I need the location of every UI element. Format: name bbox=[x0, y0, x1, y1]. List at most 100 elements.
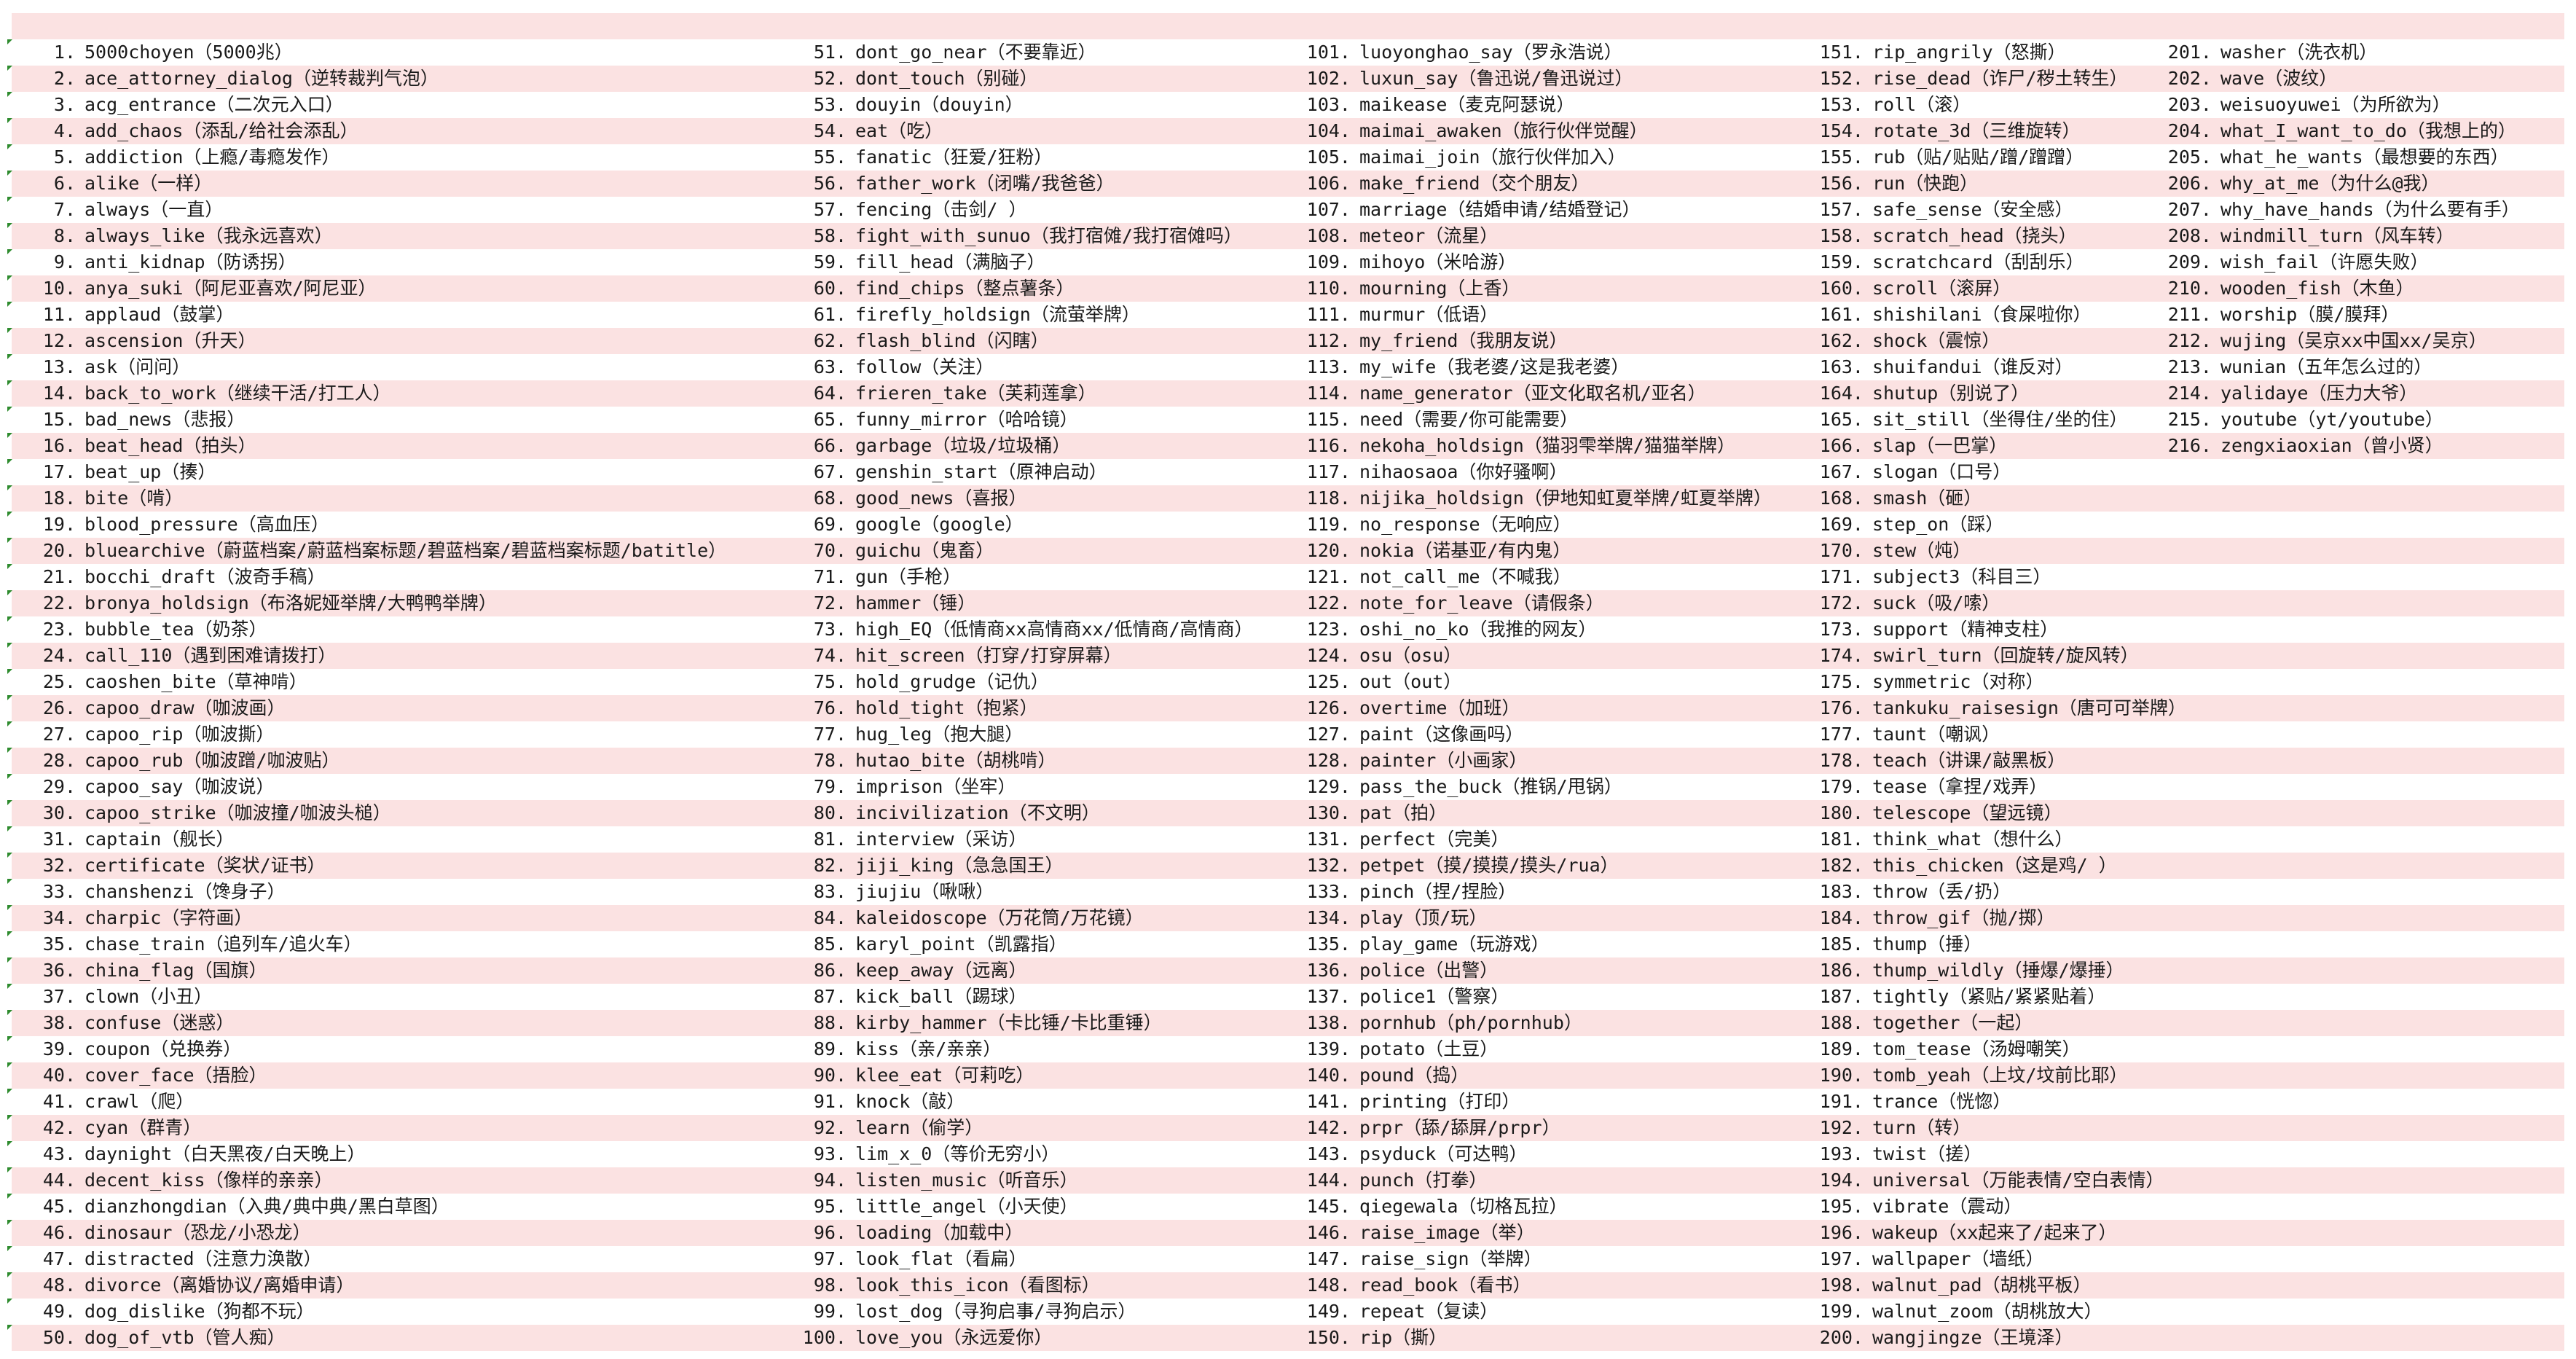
entry-text: frieren_take（芙莉莲拿） bbox=[855, 383, 1096, 404]
entry-number: 5. bbox=[53, 146, 76, 168]
entry-number: 141. bbox=[1306, 1091, 1351, 1112]
meme-entry: 23. bubble_tea（奶茶） bbox=[29, 616, 790, 643]
entry-number: 183. bbox=[1819, 881, 1864, 902]
entry-number: 45. bbox=[42, 1196, 76, 1217]
entry-text: bluearchive（蔚蓝档案/蔚蓝档案标题/碧蓝档案/碧蓝档案标题/bati… bbox=[85, 540, 727, 561]
meme-entry: 42. cyan（群青） bbox=[29, 1115, 790, 1141]
entry-text: murmur（低语） bbox=[1359, 304, 1499, 325]
entry-number: 169. bbox=[1819, 514, 1864, 535]
cell-marker-icon bbox=[7, 957, 12, 963]
entry-number: 48. bbox=[42, 1274, 76, 1296]
meme-entry: 36. china_flag（国旗） bbox=[29, 957, 790, 984]
cell-marker-icon bbox=[7, 1325, 12, 1330]
entry-text: chanshenzi（馋身子） bbox=[85, 881, 286, 902]
entry-number: 71. bbox=[813, 566, 847, 587]
entry-number: 132. bbox=[1306, 855, 1351, 876]
meme-entry: 103. maikease（麦克阿瑟说） bbox=[1289, 92, 1799, 118]
entry-number: 7. bbox=[53, 199, 76, 220]
entry-number: 52. bbox=[813, 68, 847, 89]
entry-text: maikease（麦克阿瑟说） bbox=[1359, 94, 1575, 115]
entry-number: 110. bbox=[1306, 278, 1351, 299]
entry-text: divorce（离婚协议/离婚申请） bbox=[85, 1274, 355, 1296]
entry-text: karyl_point（凯露指） bbox=[855, 933, 1067, 955]
entry-number: 168. bbox=[1819, 487, 1864, 509]
entry-number: 201. bbox=[2167, 42, 2212, 63]
entry-number: 16. bbox=[42, 435, 76, 456]
entry-text: eat（吃） bbox=[855, 120, 943, 141]
meme-entry: 98. look_this_icon（看图标） bbox=[788, 1272, 1291, 1299]
meme-entry: 41. crawl（爬） bbox=[29, 1089, 790, 1115]
entry-number: 171. bbox=[1819, 566, 1864, 587]
entry-text: father_work（闭嘴/我爸爸） bbox=[855, 173, 1115, 194]
meme-entry: 73. high_EQ（低情商xx高情商xx/低情商/高情商） bbox=[788, 616, 1291, 643]
entry-number: 89. bbox=[813, 1038, 847, 1060]
meme-entry: 15. bad_news（悲报） bbox=[29, 407, 790, 433]
meme-entry: 176. tankuku_raisesign（唐可可举牌） bbox=[1802, 695, 2186, 721]
cell-marker-icon bbox=[7, 171, 12, 176]
entry-text: throw_gif（抛/掷） bbox=[1872, 907, 2055, 928]
entry-number: 191. bbox=[1819, 1091, 1864, 1112]
meme-entry: 157. safe_sense（安全感） bbox=[1802, 197, 2152, 223]
meme-entry: 123. oshi_no_ko（我推的网友） bbox=[1289, 616, 1799, 643]
entry-number: 209. bbox=[2167, 251, 2212, 273]
meme-entry: 1. 5000choyen（5000兆） bbox=[29, 39, 790, 66]
entry-text: fight_with_sunuo（我打宿傩/我打宿傩吗） bbox=[855, 225, 1242, 246]
meme-entry: 169. step_on（踩） bbox=[1802, 512, 2152, 538]
meme-entry: 129. pass_the_buck（推锅/甩锅） bbox=[1289, 774, 1799, 800]
meme-entry: 105. maimai_join（旅行伙伴加入） bbox=[1289, 144, 1799, 171]
entry-text: flash_blind（闪瞎） bbox=[855, 330, 1049, 351]
meme-entry: 92. learn（偷学） bbox=[788, 1115, 1291, 1141]
cell-marker-icon bbox=[7, 354, 12, 359]
entry-text: capoo_rip（咖波撕） bbox=[85, 724, 275, 745]
entry-text: lost_dog（寻狗启事/寻狗启示） bbox=[855, 1301, 1136, 1322]
entry-number: 91. bbox=[813, 1091, 847, 1112]
entry-number: 128. bbox=[1306, 750, 1351, 771]
meme-entry: 208. windmill_turn（风车转） bbox=[2151, 223, 2559, 249]
entry-number: 22. bbox=[42, 592, 76, 614]
entry-text: washer（洗衣机） bbox=[2220, 42, 2378, 63]
meme-entry: 155. rub（贴/贴贴/蹭/蹭蹭） bbox=[1802, 144, 2152, 171]
entry-text: taunt（嘲讽） bbox=[1872, 724, 2000, 745]
meme-entry: 191. trance（恍惚） bbox=[1802, 1089, 2152, 1115]
meme-entry: 193. twist（搓） bbox=[1802, 1141, 2152, 1167]
meme-entry: 69. google（google） bbox=[788, 512, 1291, 538]
entry-number: 23. bbox=[42, 619, 76, 640]
meme-entry: 139. potato（土豆） bbox=[1289, 1036, 1799, 1062]
entry-text: trance（恍惚） bbox=[1872, 1091, 2011, 1112]
entry-number: 50. bbox=[42, 1327, 76, 1348]
entry-number: 3. bbox=[53, 94, 76, 115]
meme-entry: 199. walnut_zoom（胡桃放大） bbox=[1802, 1299, 2152, 1325]
column-2: 51. dont_go_near（不要靠近） 52. dont_touch（别碰） 53… bbox=[788, 39, 1291, 1351]
entry-number: 9. bbox=[53, 251, 76, 273]
entry-text: together（一起） bbox=[1872, 1012, 2033, 1033]
entry-number: 208. bbox=[2167, 225, 2212, 246]
entry-text: subject3（科目三） bbox=[1872, 566, 2051, 587]
entry-number: 28. bbox=[42, 750, 76, 771]
entry-number: 57. bbox=[813, 199, 847, 220]
entry-number: 210. bbox=[2167, 278, 2212, 299]
meme-entry: 54. eat（吃） bbox=[788, 118, 1291, 144]
entry-number: 97. bbox=[813, 1248, 847, 1269]
row-stripe bbox=[12, 564, 2564, 590]
meme-entry: 142. prpr（舔/舔屏/prpr） bbox=[1289, 1115, 1799, 1141]
meme-entry: 3. acg_entrance（二次元入口） bbox=[29, 92, 790, 118]
entry-text: twist（搓） bbox=[1872, 1143, 1982, 1164]
meme-entry: 87. kick_ball（踢球） bbox=[788, 984, 1291, 1010]
cell-marker-icon bbox=[7, 879, 12, 884]
row-stripe bbox=[12, 957, 2564, 984]
entry-text: capoo_rub（咖波蹭/咖波贴） bbox=[85, 750, 340, 771]
meme-entry: 83. jiujiu（啾啾） bbox=[788, 879, 1291, 905]
entry-text: run（快跑） bbox=[1872, 173, 1979, 194]
entry-text: crawl（爬） bbox=[85, 1091, 195, 1112]
meme-entry: 179. tease（拿捏/戏弄） bbox=[1802, 774, 2152, 800]
entry-number: 198. bbox=[1819, 1274, 1864, 1296]
meme-entry: 145. qiegewala（切格瓦拉） bbox=[1289, 1194, 1799, 1220]
meme-entry: 109. mihoyo（米哈游） bbox=[1289, 249, 1799, 275]
meme-entry: 76. hold_tight（抱紧） bbox=[788, 695, 1291, 721]
entry-number: 140. bbox=[1306, 1065, 1351, 1086]
entry-number: 118. bbox=[1306, 487, 1351, 509]
entry-number: 202. bbox=[2167, 68, 2212, 89]
meme-entry: 215. youtube（yt/youtube） bbox=[2151, 407, 2559, 433]
entry-number: 43. bbox=[42, 1143, 76, 1164]
row-stripe bbox=[12, 1220, 2564, 1246]
